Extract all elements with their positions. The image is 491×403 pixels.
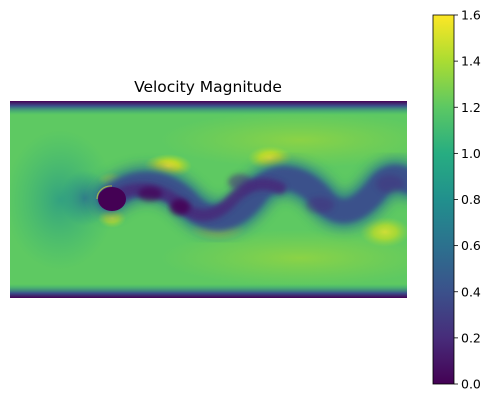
colorbar-gradient bbox=[432, 14, 455, 385]
colorbar-tick-label: 1.2 bbox=[461, 100, 481, 115]
colorbar-tick-label: 0.2 bbox=[461, 330, 481, 345]
colorbar-tick-label: 0.0 bbox=[461, 377, 481, 392]
colorbar-tick-label: 1.0 bbox=[461, 146, 481, 161]
chart-title: Velocity Magnitude bbox=[134, 78, 282, 96]
colorbar: 0.0 0.2 0.4 0.6 0.8 1.0 1.2 1.4 1.6 bbox=[432, 8, 481, 392]
heatmap-field bbox=[10, 101, 407, 298]
colorbar-tick-label: 1.4 bbox=[461, 54, 481, 69]
colorbar-tick-label: 1.6 bbox=[461, 8, 481, 23]
colorbar-ticks: 0.0 0.2 0.4 0.6 0.8 1.0 1.2 1.4 1.6 bbox=[454, 8, 481, 392]
colorbar-tick-label: 0.4 bbox=[461, 284, 481, 299]
cylinder-obstacle bbox=[98, 187, 126, 211]
colorbar-tick-label: 0.6 bbox=[461, 238, 481, 253]
colorbar-tick-label: 0.8 bbox=[461, 192, 481, 207]
